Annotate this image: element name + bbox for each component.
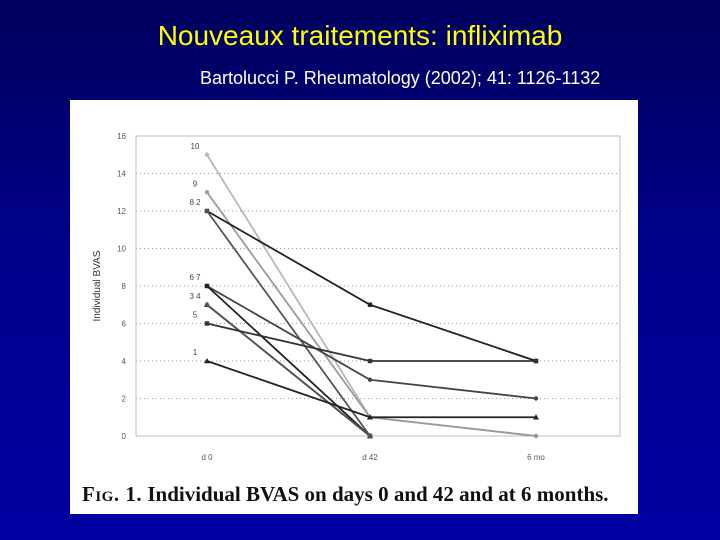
y-tick-label: 14 (117, 170, 126, 179)
series-path (206, 304, 371, 437)
data-point (367, 358, 373, 364)
label-layer: 10 9 8 2 6 7 3 4 5 1 (189, 142, 201, 357)
data-point (204, 152, 210, 157)
data-point (204, 190, 210, 195)
citation: Bartolucci P. Rheumatology (2002); 41: 1… (200, 68, 601, 88)
series-layer (204, 152, 539, 439)
x-tick-label: d 0 (201, 453, 213, 462)
slide-title: Nouveaux traitements: infliximab (157, 20, 563, 51)
series-line-1 (204, 152, 539, 439)
patient-label: 5 (193, 311, 198, 320)
patient-label: 3 4 (189, 292, 201, 301)
series-path (206, 285, 371, 437)
series-line-8 (204, 302, 373, 439)
data-point (204, 358, 210, 364)
axis-layer: 0 2 4 6 8 10 12 14 16 d 0 d 42 6 mo Individual BVAS (92, 132, 621, 462)
y-tick-label: 6 (122, 320, 127, 329)
caption-text: Individual BVAS on days 0 and 42 and at … (147, 482, 609, 506)
figure-caption: Fig. 1. Individual BVAS on days 0 and 42… (82, 482, 628, 507)
y-tick-label: 8 (122, 282, 127, 291)
series-line-6 (204, 283, 373, 439)
patient-label: 8 2 (189, 198, 201, 207)
y-tick-label: 12 (117, 207, 126, 216)
plot-frame (135, 135, 621, 437)
y-tick-label: 2 (122, 395, 127, 404)
series-path (206, 322, 536, 362)
data-point (367, 414, 373, 420)
y-tick-label: 10 (117, 245, 126, 254)
data-point (204, 208, 210, 214)
series-line-9 (204, 321, 539, 364)
data-point (204, 302, 210, 307)
y-tick-label: 4 (122, 357, 127, 366)
data-point (367, 377, 373, 382)
patient-label: 10 (191, 142, 200, 151)
data-point (204, 321, 210, 326)
caption-label: Fig. 1. (82, 482, 143, 506)
figure-panel: 0 2 4 6 8 10 12 14 16 d 0 d 42 6 mo Individual BVAS … (70, 100, 638, 514)
patient-label: 9 (193, 179, 198, 188)
y-axis-label: Individual BVAS (92, 250, 103, 321)
y-tick-label: 16 (117, 132, 126, 141)
patient-label: 6 7 (189, 273, 201, 282)
patient-label: 1 (193, 348, 198, 357)
data-point (533, 414, 539, 420)
data-point (533, 396, 539, 401)
data-point (533, 433, 539, 439)
x-tick-label: 6 mo (527, 453, 545, 462)
data-point (367, 433, 373, 439)
series-path (206, 210, 371, 437)
series-line-10 (204, 358, 539, 420)
data-point (367, 302, 373, 307)
data-point (204, 283, 210, 289)
grid-layer (136, 173, 620, 399)
x-tick-label: d 42 (362, 453, 378, 462)
series-path (206, 360, 536, 419)
y-tick-label: 0 (122, 432, 127, 441)
data-point (533, 358, 539, 364)
